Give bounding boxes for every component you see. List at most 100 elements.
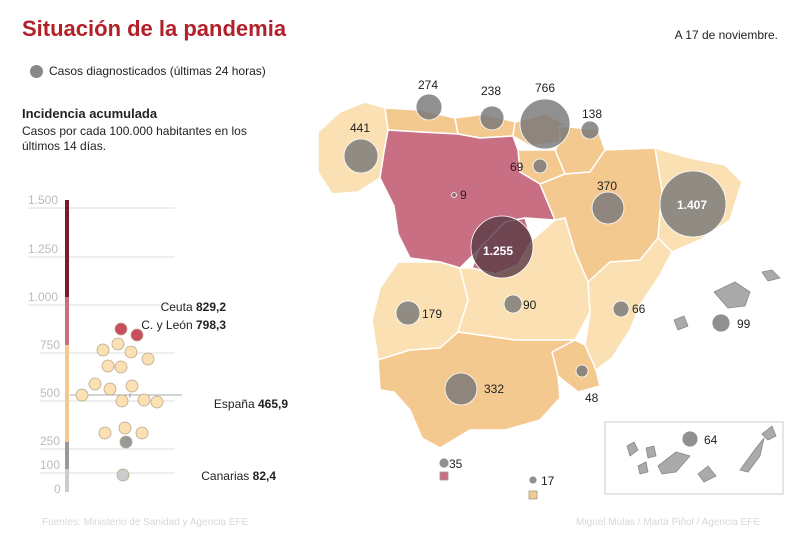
sources-label: Fuentes: Ministerio de Sanidad y Agencia… <box>42 517 249 528</box>
bubble-legend: Casos diagnosticados (últimas 24 horas) <box>30 64 266 78</box>
bubble-pais-vasco <box>519 98 571 150</box>
cases-label-la-rioja: 69 <box>510 160 524 174</box>
region-dots <box>75 322 164 482</box>
dot <box>75 388 89 402</box>
dot <box>103 382 117 396</box>
island <box>637 461 649 475</box>
credits-label: Miguel Mulas / Marta Piñol / Agencia EFE <box>576 517 760 528</box>
tick-label: 1.000 <box>28 290 59 304</box>
cases-label-aragon: 370 <box>597 179 618 193</box>
cases-label-andalucia: 332 <box>484 382 505 396</box>
cases-label-castilla-la-mancha: 90 <box>523 298 537 312</box>
bubble-castilla-leon <box>451 192 457 198</box>
dot <box>124 345 138 359</box>
dot <box>137 393 151 407</box>
tick-label: 250 <box>40 434 61 448</box>
dot <box>135 426 149 440</box>
scale-segment-high <box>65 297 69 345</box>
cases-label-pais-vasco: 766 <box>535 81 556 95</box>
cases-label-ceuta: 35 <box>449 457 463 471</box>
island <box>697 465 717 483</box>
dot <box>119 435 133 449</box>
dot-castilla-leon <box>130 328 144 342</box>
bubble-navarra <box>580 120 600 140</box>
annotation-canarias: Canarias 82,4 <box>201 469 276 483</box>
scale-segment-mid <box>65 345 69 442</box>
island <box>645 445 657 459</box>
dot <box>96 343 110 357</box>
incidence-title: Incidencia acumulada <box>22 106 158 121</box>
case-bubbles <box>343 93 731 485</box>
page-title: Situación de la pandemia <box>22 16 287 41</box>
cases-label-melilla: 17 <box>541 474 555 488</box>
incidence-chart <box>28 200 182 492</box>
bubble-madrid <box>470 215 534 279</box>
bubble-cataluna <box>659 170 727 238</box>
tick-label: 0 <box>54 482 61 496</box>
bubble-cantabria <box>479 105 505 131</box>
dot <box>88 377 102 391</box>
ceuta-marker <box>439 471 449 481</box>
bubble-baleares <box>711 313 731 333</box>
scale-segment-min <box>65 469 69 492</box>
dot <box>98 426 112 440</box>
tick-label: 1.500 <box>28 193 59 207</box>
bubble-asturias <box>415 93 443 121</box>
cases-label-baleares: 99 <box>737 317 751 331</box>
dot <box>118 421 132 435</box>
canarias-islands <box>626 425 777 483</box>
dot-ceuta <box>114 322 128 336</box>
cases-label-canarias: 64 <box>704 433 718 447</box>
incidence-subtitle: Casos por cada 100.000 habitantes en los… <box>22 124 247 153</box>
bubble-extremadura <box>395 300 421 326</box>
cases-label-madrid: 1.255 <box>483 244 514 258</box>
annotation-value: 465,9 <box>257 397 288 411</box>
bubble-murcia <box>575 364 589 378</box>
cases-label-galicia: 441 <box>350 121 371 135</box>
dot <box>125 379 139 393</box>
dot <box>101 359 115 373</box>
cases-label-castilla-leon: 9 <box>460 188 467 202</box>
dot <box>114 360 128 374</box>
dot-canarias <box>116 468 130 482</box>
scale-segment-top <box>65 200 69 297</box>
tick-label: 750 <box>40 338 61 352</box>
annotation-name: C. y León <box>141 318 193 332</box>
dot <box>141 352 155 366</box>
bubble-castilla-la-mancha <box>503 294 523 314</box>
annotation-value: 798,3 <box>195 318 226 332</box>
annotation-value: 82,4 <box>252 469 276 483</box>
dot <box>115 394 129 408</box>
annotation-castilla-leon: C. y León 798,3 <box>141 318 226 332</box>
island <box>657 451 691 475</box>
island <box>761 425 777 441</box>
region-valenciana <box>584 237 673 371</box>
cases-label-cantabria: 238 <box>481 84 502 98</box>
bubble-legend-label: Casos diagnosticados (últimas 24 horas) <box>49 64 266 78</box>
annotation-espana: España 465,9 <box>214 397 288 411</box>
scale-segment-low <box>65 442 69 469</box>
bubble-aragon <box>591 191 625 225</box>
cases-label-cataluna: 1.407 <box>677 198 708 212</box>
bubble-galicia <box>343 138 379 174</box>
date-label: A 17 de noviembre. <box>674 28 778 42</box>
bubble-andalucia <box>444 372 478 406</box>
bubble-legend-icon <box>30 64 43 78</box>
tick-label: 500 <box>40 386 61 400</box>
bubble-melilla <box>528 475 538 485</box>
melilla-marker <box>528 490 538 500</box>
bubble-valenciana <box>612 300 630 318</box>
bubble-ceuta <box>438 457 450 469</box>
bubble-la-rioja <box>532 158 548 174</box>
island <box>626 441 639 457</box>
region-baleares-menorca <box>761 269 781 282</box>
cases-label-navarra: 138 <box>582 107 603 121</box>
region-baleares-ibiza <box>673 315 689 331</box>
tick-label: 1.250 <box>28 242 59 256</box>
annotation-name: Canarias <box>201 469 250 483</box>
canarias-inset-frame <box>604 421 784 495</box>
annotation-value: 829,2 <box>195 300 226 314</box>
tick-label: 100 <box>40 458 61 472</box>
region-baleares-mallorca <box>713 281 751 309</box>
